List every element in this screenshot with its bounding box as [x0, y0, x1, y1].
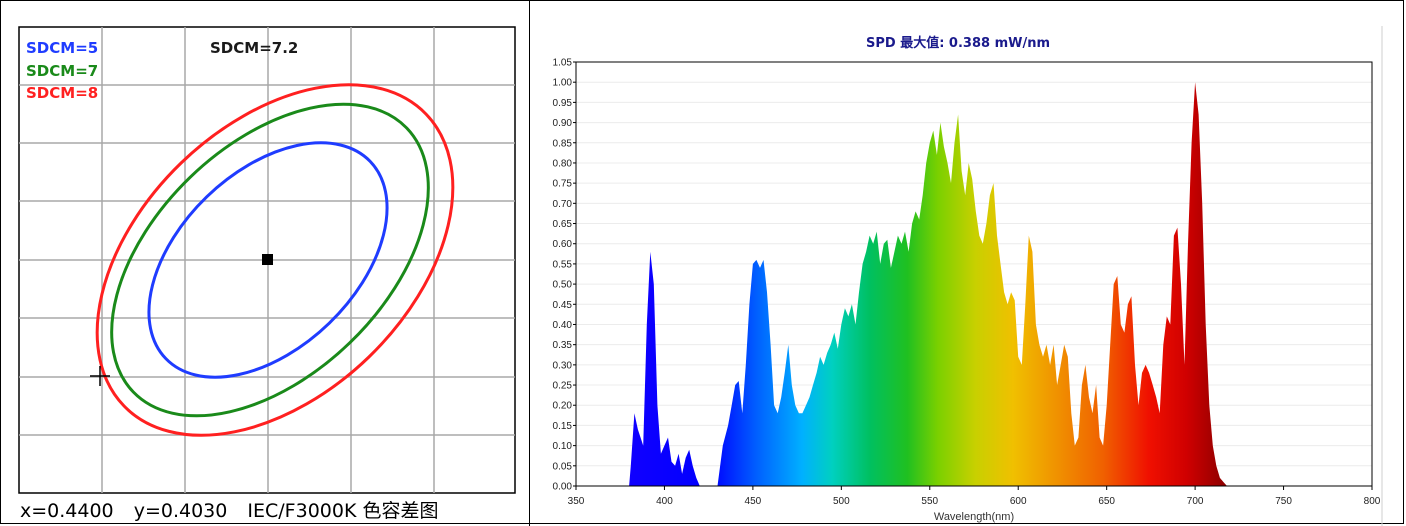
sdcm5-ellipse [147, 141, 389, 379]
sdcm7-ellipse [110, 102, 430, 418]
chromaticity-caption: x=0.4400 y=0.4030 IEC/F3000K 色容差图 [20, 496, 515, 523]
spd-area [576, 82, 1330, 486]
spd-y-tick-label: 0.40 [553, 320, 573, 331]
spd-y-tick-label: 1.05 [553, 58, 573, 69]
spd-y-tick-label: 0.45 [553, 300, 573, 311]
spd-y-tick-label: 0.60 [553, 239, 573, 250]
spd-x-tick-label: 400 [656, 496, 673, 507]
spd-y-tick-label: 0.10 [553, 441, 573, 452]
spd-y-tick-label: 1.00 [553, 78, 573, 89]
spd-y-tick-label: 0.55 [553, 259, 573, 270]
caption-standard: IEC/F3000K 色容差图 [247, 500, 439, 522]
spd-y-tick-label: 0.20 [553, 401, 573, 412]
spd-x-axis: 350 400 450 500 550 600 650 700 750 800 [568, 486, 1381, 507]
spd-y-tick-label: 0.05 [553, 461, 573, 472]
panel-divider [529, 0, 530, 526]
spd-x-tick-label: 450 [745, 496, 762, 507]
spd-y-tick-label: 0.50 [553, 280, 573, 291]
sdcm-ellipse-chart: SDCM=5 SDCM=7 SDCM=8 SDCM=7.2 [18, 26, 516, 494]
spd-y-tick-label: 0.95 [553, 98, 573, 109]
spd-title: SPD 最大值: 0.388 mW/nm [866, 35, 1050, 51]
legend-sdcm5: SDCM=5 [26, 39, 98, 57]
spd-y-tick-label: 0.00 [553, 482, 573, 493]
spd-y-tick-label: 0.70 [553, 199, 573, 210]
sdcm8-ellipse [95, 83, 455, 437]
spd-x-tick-label: 750 [1275, 496, 1292, 507]
spd-y-tick-label: 0.75 [553, 179, 573, 190]
spd-y-tick-label: 0.25 [553, 381, 573, 392]
spd-y-tick-label: 0.35 [553, 340, 573, 351]
measured-point-cross [90, 366, 110, 386]
spd-spectrum-area [576, 82, 1330, 486]
spd-x-tick-label: 550 [921, 496, 938, 507]
spd-plot-border [575, 61, 1373, 487]
spd-x-tick-label: 650 [1098, 496, 1115, 507]
spd-x-tick-label: 700 [1187, 496, 1204, 507]
spd-x-tick-label: 800 [1364, 496, 1381, 507]
spd-y-tick-label: 0.90 [553, 118, 573, 129]
spd-chart: SPD 最大值: 0.388 mW/nm 0.00 0.05 0.10 0.15 0.2… [553, 26, 1383, 526]
spd-x-tick-label: 350 [568, 496, 585, 507]
spd-y-tick-label: 0.65 [553, 219, 573, 230]
legend-sdcm7: SDCM=7 [26, 62, 98, 80]
caption-y-value: y=0.4030 [133, 500, 228, 522]
spd-x-tick-label: 500 [833, 496, 850, 507]
sdcm-result-label: SDCM=7.2 [210, 39, 298, 57]
spd-y-tick-label: 0.30 [553, 360, 573, 371]
target-point-marker [262, 254, 273, 265]
spd-x-tick-label: 600 [1010, 496, 1027, 507]
legend-sdcm8: SDCM=8 [26, 84, 98, 102]
caption-x-value: x=0.4400 [20, 500, 114, 522]
spd-y-tick-label: 0.85 [553, 138, 573, 149]
spd-y-axis: 0.00 0.05 0.10 0.15 0.20 0.25 0.30 0.35 0.40 0.45… [553, 58, 576, 493]
spd-x-axis-label: Wavelength(nm) [934, 511, 1014, 523]
spd-y-tick-label: 0.15 [553, 421, 573, 432]
spd-y-tick-label: 0.80 [553, 158, 573, 169]
